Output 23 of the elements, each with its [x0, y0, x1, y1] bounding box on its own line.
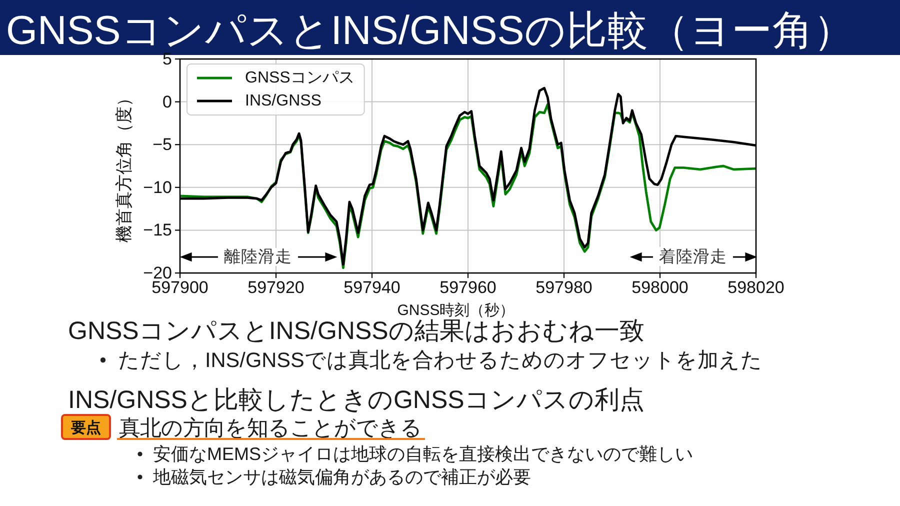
annotation: 離陸滑走	[224, 248, 292, 266]
text: GNSSコンパスとINS/GNSSの結果はおおむね一致	[68, 317, 644, 345]
legend-label: GNSSコンパス	[245, 70, 354, 86]
x-tick-label: 597960	[440, 278, 496, 297]
y-tick-label: 0	[162, 92, 172, 112]
x-axis-title: GNSS時刻（秒）	[397, 302, 515, 319]
y-tick-label: −15	[143, 220, 172, 240]
x-tick-label: 598000	[632, 278, 688, 297]
x-tick-label: 597980	[536, 278, 592, 297]
text: 安価なMEMSジャイロは地球の自転を直接検出できないので難しい	[153, 444, 693, 464]
y-tick-label: −5	[152, 135, 172, 154]
text: 地磁気センサは磁気偏角があるので補正が必要	[152, 467, 531, 487]
legend-label: INS/GNSS	[245, 92, 322, 110]
annotation: 着陸滑走	[659, 247, 727, 266]
text: 要点	[70, 420, 101, 436]
x-tick-label: 597920	[248, 278, 304, 297]
x-tick-label: 597940	[344, 278, 400, 297]
y-tick-label: −10	[143, 178, 172, 197]
text: INS/GNSSと比較したときのGNSSコンパスの利点	[68, 386, 644, 414]
y-axis-title: 機首真方位角（度）	[114, 90, 134, 242]
text: 真北の方向を知ることができる	[119, 416, 422, 440]
text: ただし，INS/GNSSでは真北を合わせるためのオフセットを加えた	[118, 349, 762, 372]
x-tick-label: 598020	[728, 278, 784, 297]
